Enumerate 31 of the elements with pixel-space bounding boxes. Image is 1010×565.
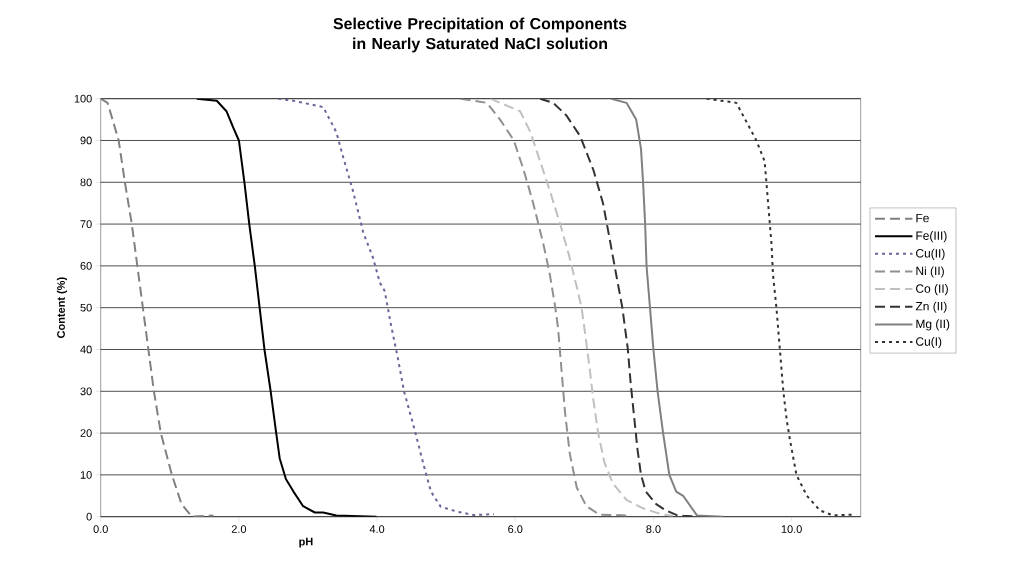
y-tick-label: 0	[86, 512, 92, 521]
legend-label: Mg (II)	[916, 319, 950, 331]
x-tick-label: 6.0	[508, 525, 523, 533]
y-tick-label: 70	[80, 220, 92, 228]
x-tick-label: 0.0	[93, 525, 108, 533]
legend-label: Cu(I)	[916, 336, 942, 349]
y-tick-label: 40	[80, 345, 92, 354]
y-tick-label: 90	[80, 136, 92, 145]
x-tick-label: 8.0	[646, 525, 661, 533]
line-series	[705, 98, 855, 517]
x-tick-label: 2.0	[231, 525, 247, 533]
legend-label: Ni (II)	[916, 266, 944, 278]
chart-title: Selective Precipitation of Components in Nearly Saturated NaCl solution	[333, 17, 627, 53]
x-tick-label: 4.0	[369, 525, 385, 533]
y-axis-title: Content (%)	[56, 277, 68, 338]
y-tick-label: 100	[74, 94, 92, 103]
legend-label: Fe(III)	[916, 231, 947, 243]
y-tick-label: 80	[80, 178, 92, 187]
y-tick-label: 10	[80, 471, 92, 479]
y-tick-label: 30	[80, 387, 92, 396]
legend-label: Fe	[916, 213, 929, 223]
x-axis-title: pH	[299, 537, 313, 548]
line-series	[277, 98, 495, 517]
y-tick-label: 20	[80, 429, 92, 437]
y-tick-label: 60	[80, 262, 92, 270]
legend-label: Cu(II)	[916, 248, 945, 260]
x-tick-label: 10.0	[781, 525, 802, 533]
legend-label: Co (II)	[916, 284, 948, 296]
line-series	[459, 98, 628, 517]
y-tick-label: 50	[80, 303, 92, 312]
legend-label: Zn (II)	[915, 301, 947, 313]
